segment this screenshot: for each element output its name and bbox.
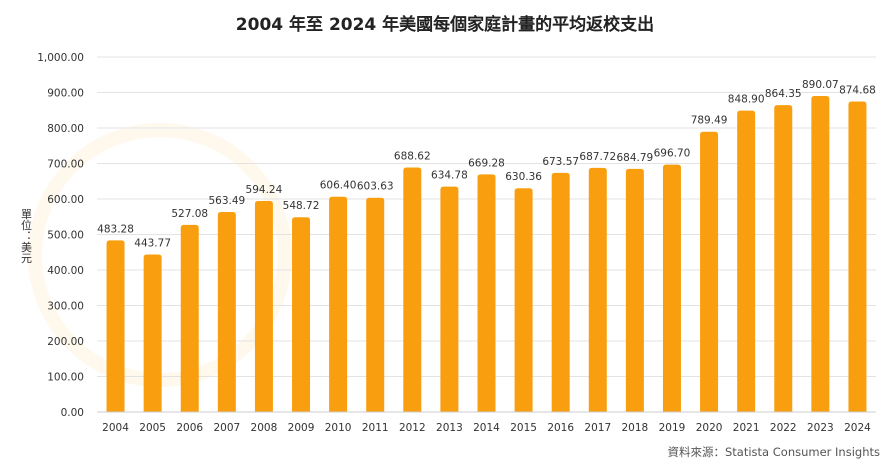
bar xyxy=(180,224,199,412)
bar xyxy=(700,131,719,412)
data-label: 483.28 xyxy=(97,223,134,235)
chart-title: 2004 年至 2024 年美國每個家庭計畫的平均返校支出 xyxy=(236,14,654,35)
x-tick-label: 2012 xyxy=(399,422,426,434)
x-tick-label: 2008 xyxy=(251,422,278,434)
bar xyxy=(848,101,867,413)
x-tick-label: 2015 xyxy=(510,422,537,434)
y-tick-label: 600.00 xyxy=(47,194,84,206)
x-tick-label: 2005 xyxy=(139,422,166,434)
y-tick-label: 1,000.00 xyxy=(37,52,84,64)
data-label: 789.49 xyxy=(691,115,728,127)
source-note: 資料來源：Statista Consumer Insights xyxy=(667,445,880,459)
x-tick-label: 2019 xyxy=(659,422,686,434)
x-tick-label: 2021 xyxy=(733,422,760,434)
bar xyxy=(662,164,681,412)
y-tick-label: 300.00 xyxy=(47,301,84,313)
data-label: 687.72 xyxy=(579,151,616,163)
bar xyxy=(143,254,162,412)
data-label: 874.68 xyxy=(839,84,876,96)
bar xyxy=(440,186,459,412)
bar xyxy=(329,196,348,412)
y-tick-label: 700.00 xyxy=(47,159,84,171)
data-label: 443.77 xyxy=(134,237,171,249)
data-label: 696.70 xyxy=(654,148,691,160)
bar xyxy=(217,211,236,412)
data-label: 890.07 xyxy=(802,79,839,91)
x-tick-label: 2017 xyxy=(584,422,611,434)
x-axis-ticks: 2004 2005 2006 2007 2008 2009 2010 2011 2012 2013… xyxy=(102,422,871,434)
x-tick-label: 2023 xyxy=(807,422,834,434)
x-tick-label: 2018 xyxy=(622,422,649,434)
bar xyxy=(774,105,793,412)
data-label: 606.40 xyxy=(320,180,357,192)
y-tick-label: 100.00 xyxy=(47,372,84,384)
data-label: 684.79 xyxy=(617,152,654,164)
x-tick-label: 2022 xyxy=(770,422,797,434)
data-label: 563.49 xyxy=(208,195,245,207)
bar xyxy=(514,188,533,412)
data-label: 848.90 xyxy=(728,94,765,106)
bar xyxy=(254,201,273,412)
x-tick-label: 2010 xyxy=(325,422,352,434)
y-axis-label: 單位：美元 xyxy=(20,208,33,263)
data-label: 634.78 xyxy=(431,170,468,182)
bar xyxy=(737,110,756,412)
data-label: 669.28 xyxy=(468,157,505,169)
y-tick-label: 0.00 xyxy=(61,407,84,419)
x-tick-label: 2009 xyxy=(288,422,315,434)
data-label: 630.36 xyxy=(505,171,542,183)
x-tick-label: 2014 xyxy=(473,422,500,434)
bar xyxy=(292,217,311,412)
data-label: 688.62 xyxy=(394,151,431,163)
data-label: 594.24 xyxy=(246,184,283,196)
x-tick-label: 2024 xyxy=(844,422,871,434)
bar xyxy=(811,96,830,412)
data-label: 603.63 xyxy=(357,181,394,193)
y-tick-label: 500.00 xyxy=(47,230,84,242)
bar-series xyxy=(106,96,867,413)
x-tick-label: 2020 xyxy=(696,422,723,434)
bar xyxy=(366,197,385,412)
bar xyxy=(625,168,644,412)
y-tick-label: 400.00 xyxy=(47,265,84,277)
data-label: 864.35 xyxy=(765,88,802,100)
x-tick-label: 2011 xyxy=(362,422,389,434)
x-tick-label: 2006 xyxy=(176,422,203,434)
bar xyxy=(403,167,422,412)
x-tick-label: 2007 xyxy=(213,422,240,434)
bar xyxy=(588,167,607,412)
x-tick-label: 2016 xyxy=(547,422,574,434)
y-tick-label: 900.00 xyxy=(47,88,84,100)
y-axis-ticks: 0.00 100.00 200.00 300.00 400.00 500.00 600.00… xyxy=(37,52,84,419)
y-tick-label: 200.00 xyxy=(47,336,84,348)
bar xyxy=(551,172,570,412)
x-tick-label: 2004 xyxy=(102,422,129,434)
y-tick-label: 800.00 xyxy=(47,123,84,135)
x-tick-label: 2013 xyxy=(436,422,463,434)
data-label: 548.72 xyxy=(283,200,320,212)
data-label: 527.08 xyxy=(171,208,208,220)
bar xyxy=(477,174,496,412)
data-label: 673.57 xyxy=(542,156,579,168)
bar xyxy=(106,240,125,412)
